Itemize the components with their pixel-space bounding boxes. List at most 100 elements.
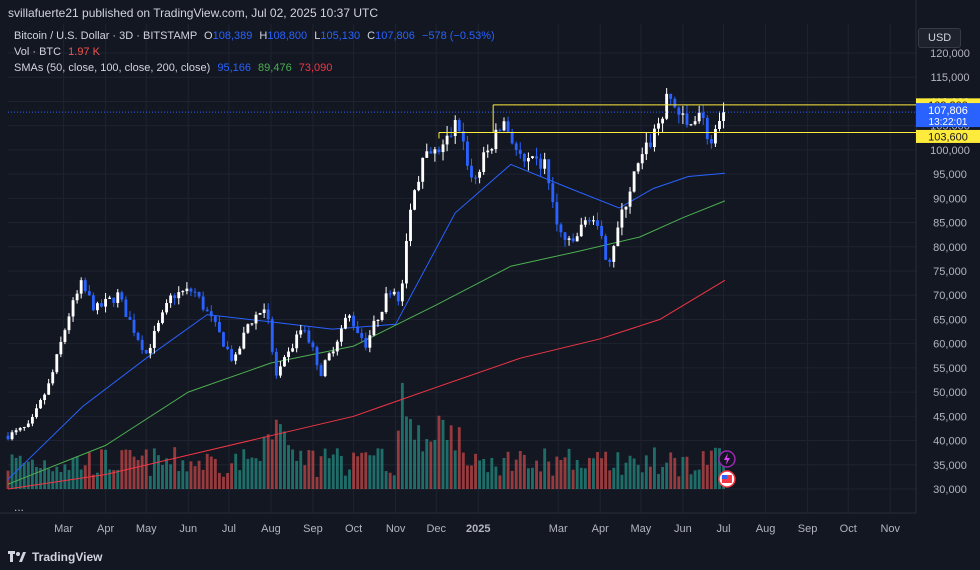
- volume-bar: [445, 439, 449, 489]
- volume-bar: [274, 419, 278, 489]
- price-tick-label: 30,000: [933, 484, 967, 496]
- volume-bar: [39, 468, 42, 489]
- time-axis: Mar Apr May Jun Jul Aug Sep Oct Nov Dec 2025 Mar Apr…: [54, 450, 901, 535]
- volume-bar: [640, 472, 644, 489]
- volume-bar: [579, 467, 583, 489]
- volume-bar: [201, 469, 205, 489]
- candle: [169, 295, 173, 304]
- candle: [506, 121, 510, 132]
- candle: [352, 315, 356, 327]
- volume-bar: [169, 464, 173, 489]
- volume-bar: [327, 458, 331, 489]
- candle: [392, 291, 396, 295]
- volume-bar: [714, 447, 717, 489]
- candle: [230, 349, 234, 361]
- candle: [47, 383, 51, 395]
- legend-open: 108,389: [212, 30, 253, 42]
- candle: [348, 315, 351, 318]
- price-tick-label: 90,000: [933, 193, 967, 205]
- volume-bar: [685, 456, 689, 489]
- volume-bar: [47, 468, 51, 489]
- candle: [608, 259, 612, 262]
- volume-bar: [22, 462, 26, 489]
- candle: [429, 151, 433, 154]
- volume-bar: [270, 439, 274, 489]
- legend-vol-value: 1.97 K: [68, 46, 100, 58]
- candle: [161, 312, 164, 323]
- candle: [226, 346, 229, 350]
- candle: [547, 159, 551, 184]
- price-tick-label: 35,000: [933, 460, 967, 472]
- candle: [441, 144, 445, 153]
- volume-bar: [364, 452, 368, 489]
- volume-bar: [587, 457, 591, 489]
- volume-bar: [583, 468, 587, 489]
- volume-bar: [644, 455, 648, 489]
- volume-bar: [478, 460, 482, 489]
- candle: [242, 332, 246, 349]
- volume-bar: [197, 460, 201, 489]
- candle: [104, 298, 107, 307]
- more-button[interactable]: ...: [14, 500, 25, 514]
- volume-bar: [596, 452, 599, 489]
- legend-close-label: C: [367, 30, 376, 42]
- volume-bar: [559, 459, 563, 489]
- volume-bar: [490, 457, 494, 489]
- candle: [421, 157, 425, 182]
- price-tick-label: 60,000: [933, 339, 967, 351]
- volume-bar: [132, 456, 136, 489]
- volume-bar: [112, 470, 116, 489]
- volume-bar: [356, 456, 360, 489]
- currency-button[interactable]: USD: [918, 28, 962, 48]
- volume-bar: [461, 452, 465, 489]
- candle: [697, 112, 701, 122]
- candle: [165, 303, 168, 313]
- legend-sma200-value: 73,090: [298, 62, 333, 74]
- candle: [579, 224, 583, 237]
- candle: [120, 292, 124, 300]
- volume-bar: [173, 447, 177, 489]
- candle: [148, 347, 152, 354]
- time-tick-label: Jul: [717, 523, 731, 535]
- candle: [238, 348, 242, 355]
- candle: [559, 224, 563, 233]
- volume-bar: [278, 424, 282, 489]
- volume-bar: [575, 459, 579, 489]
- candle: [514, 143, 518, 150]
- candle: [185, 288, 189, 292]
- candle: [400, 283, 404, 302]
- candle: [209, 311, 213, 317]
- candle: [453, 120, 457, 137]
- volume-bar: [441, 419, 445, 489]
- candle: [665, 93, 669, 119]
- candle: [616, 227, 620, 247]
- volume-bar: [653, 447, 656, 489]
- volume-bar: [51, 471, 55, 489]
- legend-volume: Vol · BTC 1.97 K: [14, 46, 100, 58]
- footer-brand-label: TradingView: [32, 550, 103, 564]
- candle: [91, 295, 95, 311]
- candle: [295, 334, 299, 349]
- volume-bar: [177, 471, 181, 489]
- time-tick-label: Nov: [386, 523, 406, 535]
- volume-bar: [140, 455, 144, 489]
- moving-averages: [7, 163, 726, 490]
- volume-bars: [6, 382, 725, 489]
- volume-bar: [181, 460, 185, 489]
- footer-brand[interactable]: TradingView: [8, 550, 102, 564]
- time-tick-label: Jun: [179, 523, 197, 535]
- volume-bar: [213, 458, 217, 489]
- candle: [356, 326, 360, 334]
- volume-bar: [648, 466, 652, 489]
- volume-bar: [474, 453, 477, 489]
- candle: [59, 341, 63, 355]
- volume-bar: [152, 448, 156, 489]
- candle: [173, 295, 177, 299]
- candle: [201, 296, 205, 310]
- volume-bar: [287, 445, 290, 489]
- candle: [39, 400, 42, 409]
- tradingview-logo-icon: [8, 551, 26, 562]
- candle: [705, 117, 709, 140]
- candle: [246, 324, 250, 333]
